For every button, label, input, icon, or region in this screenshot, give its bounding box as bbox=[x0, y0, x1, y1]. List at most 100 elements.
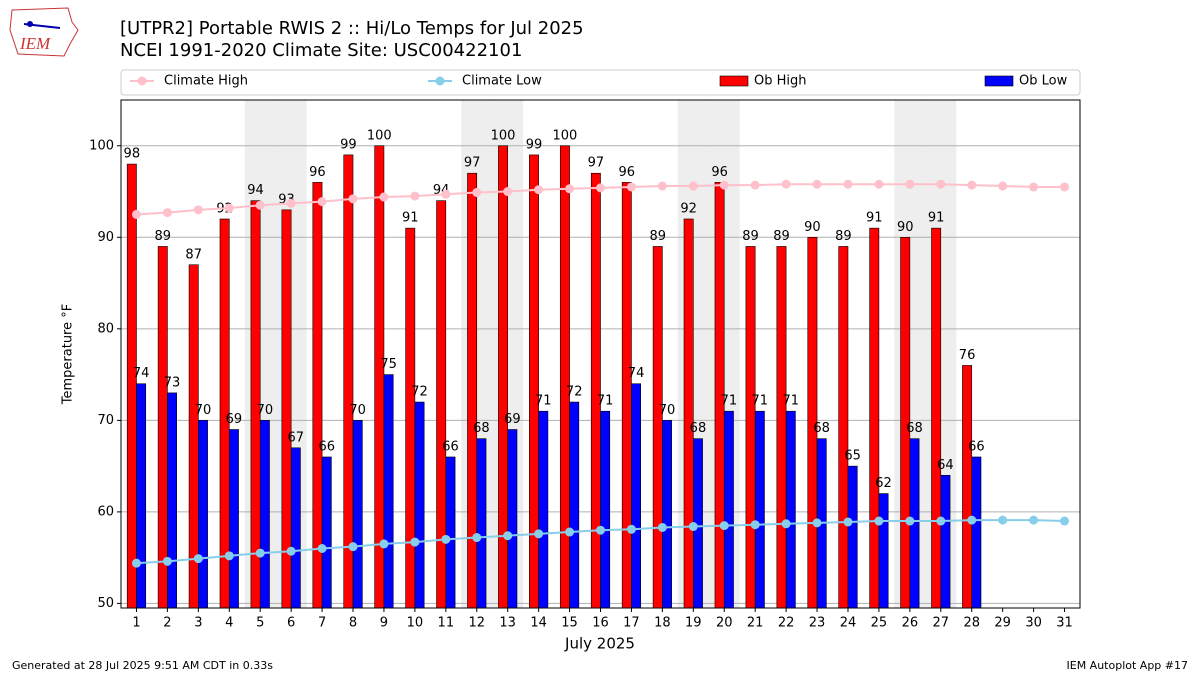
bar bbox=[878, 493, 889, 609]
footer-left: Generated at 28 Jul 2025 9:51 AM CDT in … bbox=[12, 659, 273, 672]
point bbox=[565, 184, 575, 194]
bar bbox=[312, 182, 323, 609]
data-label: 67 bbox=[288, 430, 305, 445]
point bbox=[162, 556, 172, 566]
legend-label: Climate High bbox=[164, 74, 248, 89]
x-tick-label: 4 bbox=[225, 616, 233, 631]
data-label: 91 bbox=[866, 211, 883, 226]
bar bbox=[931, 227, 942, 609]
point bbox=[967, 515, 977, 525]
bar bbox=[723, 410, 734, 609]
point bbox=[286, 546, 296, 556]
x-tick-label: 10 bbox=[407, 616, 424, 631]
plot-frame bbox=[120, 99, 1081, 609]
data-label: 62 bbox=[875, 476, 892, 491]
x-tick-label: 17 bbox=[623, 616, 640, 631]
x-tick-label: 28 bbox=[963, 616, 980, 631]
data-label: 96 bbox=[711, 165, 728, 180]
bar bbox=[652, 246, 663, 609]
point bbox=[255, 200, 265, 210]
point bbox=[193, 554, 203, 564]
bar bbox=[538, 410, 549, 609]
x-tick-label: 3 bbox=[194, 616, 202, 631]
x-tick-label: 22 bbox=[778, 616, 795, 631]
x-tick-label: 13 bbox=[499, 616, 516, 631]
data-label: 71 bbox=[535, 394, 552, 409]
point bbox=[750, 520, 760, 530]
point bbox=[441, 189, 451, 199]
point bbox=[812, 518, 822, 528]
bar bbox=[838, 246, 849, 609]
bar bbox=[445, 456, 456, 609]
data-label: 91 bbox=[402, 211, 419, 226]
point bbox=[812, 179, 822, 189]
bar bbox=[529, 154, 539, 609]
point bbox=[348, 542, 358, 552]
data-label: 69 bbox=[504, 412, 521, 427]
point bbox=[998, 515, 1008, 525]
bar bbox=[343, 154, 354, 609]
x-tick-label: 23 bbox=[809, 616, 826, 631]
point bbox=[626, 524, 636, 534]
bar bbox=[745, 246, 756, 609]
bar bbox=[259, 420, 270, 609]
data-label: 96 bbox=[619, 165, 636, 180]
logo-dot bbox=[27, 21, 33, 27]
data-label: 87 bbox=[185, 247, 202, 262]
point bbox=[905, 179, 915, 189]
point bbox=[1029, 182, 1039, 192]
x-tick-label: 16 bbox=[592, 616, 609, 631]
bar bbox=[662, 420, 672, 609]
legend-label: Ob Low bbox=[1019, 74, 1068, 89]
x-tick-label: 8 bbox=[349, 616, 357, 631]
data-label: 90 bbox=[897, 220, 914, 235]
data-label: 70 bbox=[195, 403, 212, 418]
point bbox=[565, 527, 575, 537]
x-tick-label: 30 bbox=[1025, 616, 1042, 631]
bar bbox=[971, 456, 982, 609]
data-label: 72 bbox=[566, 385, 583, 400]
bar bbox=[621, 182, 632, 609]
data-label: 100 bbox=[491, 128, 516, 143]
point bbox=[131, 209, 141, 219]
logo: IEM bbox=[9, 7, 79, 57]
x-tick-label: 25 bbox=[871, 616, 888, 631]
data-label: 94 bbox=[247, 183, 264, 198]
data-label: 71 bbox=[752, 394, 769, 409]
x-tick-label: 27 bbox=[933, 616, 950, 631]
x-tick-label: 29 bbox=[994, 616, 1011, 631]
bar bbox=[962, 365, 973, 609]
data-label: 89 bbox=[742, 229, 759, 244]
point bbox=[162, 208, 172, 218]
data-label: 100 bbox=[553, 128, 578, 143]
bar bbox=[167, 392, 177, 609]
data-label: 70 bbox=[659, 403, 676, 418]
bar bbox=[785, 410, 796, 609]
data-label: 74 bbox=[133, 366, 150, 381]
point bbox=[750, 180, 760, 190]
point bbox=[503, 187, 513, 197]
point bbox=[1029, 515, 1039, 525]
data-label: 90 bbox=[804, 220, 821, 235]
y-tick-label: 90 bbox=[97, 230, 114, 245]
data-label: 91 bbox=[928, 211, 945, 226]
data-label: 100 bbox=[367, 128, 392, 143]
point bbox=[379, 539, 389, 549]
data-label: 89 bbox=[649, 229, 666, 244]
data-label: 96 bbox=[309, 165, 326, 180]
bar bbox=[754, 410, 765, 609]
data-label: 68 bbox=[813, 421, 830, 436]
legend-label: Climate Low bbox=[462, 74, 542, 89]
x-tick-label: 5 bbox=[256, 616, 264, 631]
x-tick-label: 31 bbox=[1056, 616, 1073, 631]
point bbox=[534, 185, 544, 195]
x-tick-label: 6 bbox=[287, 616, 295, 631]
point bbox=[596, 525, 605, 535]
data-label: 68 bbox=[473, 421, 490, 436]
point bbox=[874, 179, 884, 189]
bar bbox=[157, 246, 168, 609]
x-tick-label: 20 bbox=[716, 616, 733, 631]
data-label: 76 bbox=[959, 348, 976, 363]
y-tick-label: 70 bbox=[97, 413, 114, 428]
